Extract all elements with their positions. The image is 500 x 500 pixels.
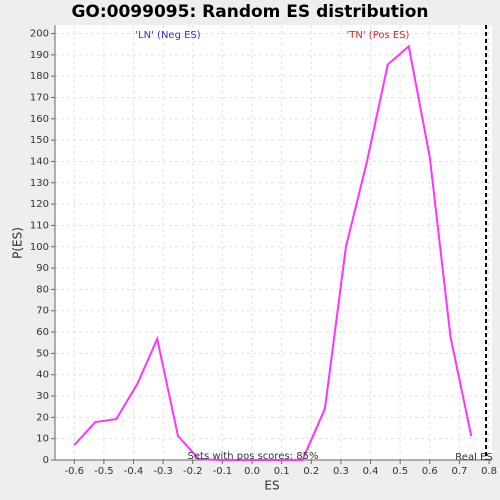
annotation: 'TN' (Pos ES) bbox=[347, 30, 410, 41]
y-tick-label: 180 bbox=[30, 71, 49, 82]
y-tick-label: 30 bbox=[36, 391, 49, 402]
x-tick-label: -0.2 bbox=[183, 466, 203, 477]
x-tick-label: 0.6 bbox=[422, 466, 438, 477]
x-tick-label: -0.4 bbox=[124, 466, 144, 477]
y-tick-label: 50 bbox=[36, 348, 49, 359]
y-tick-label: 130 bbox=[30, 178, 49, 189]
y-tick-label: 40 bbox=[36, 370, 49, 381]
x-tick-label: -0.1 bbox=[213, 466, 233, 477]
x-tick-label: 0.3 bbox=[333, 466, 349, 477]
y-tick-label: 140 bbox=[30, 156, 49, 167]
x-tick-label: 0.8 bbox=[481, 466, 497, 477]
y-tick-label: 10 bbox=[36, 434, 49, 445]
x-tick-label: 0.2 bbox=[303, 466, 319, 477]
x-tick-label: -0.6 bbox=[64, 466, 84, 477]
y-tick-label: 170 bbox=[30, 93, 49, 104]
x-axis-label: ES bbox=[264, 479, 279, 493]
series-line bbox=[73, 44, 473, 461]
chart-title: GO:0099095: Random ES distribution bbox=[71, 2, 428, 22]
x-tick-label: 0.4 bbox=[363, 466, 379, 477]
x-tick-label: -0.3 bbox=[153, 466, 173, 477]
y-tick-label: 100 bbox=[30, 242, 49, 253]
y-tick-label: 200 bbox=[30, 29, 49, 40]
y-tick-label: 60 bbox=[36, 327, 49, 338]
y-tick-label: 110 bbox=[30, 220, 49, 231]
x-tick-label: -0.5 bbox=[94, 466, 114, 477]
x-tick-label: 0.1 bbox=[274, 466, 290, 477]
y-tick-label: 160 bbox=[30, 114, 49, 125]
y-tick-label: 20 bbox=[36, 412, 49, 423]
annotation: 'LN' (Neg ES) bbox=[135, 30, 200, 41]
annotation: Sets with pos scores: 85% bbox=[188, 451, 319, 462]
x-tick-label: 0.7 bbox=[451, 466, 467, 477]
y-tick-label: 0 bbox=[43, 455, 49, 466]
y-tick-label: 70 bbox=[36, 306, 49, 317]
y-tick-label: 150 bbox=[30, 135, 49, 146]
plot-area bbox=[55, 25, 492, 460]
y-tick-label: 120 bbox=[30, 199, 49, 210]
y-tick-label: 80 bbox=[36, 284, 49, 295]
annotation: Real ES bbox=[455, 452, 492, 463]
x-tick-label: 0.0 bbox=[244, 466, 260, 477]
y-axis-label: P(ES) bbox=[11, 227, 25, 259]
y-tick-label: 190 bbox=[30, 50, 49, 61]
x-tick-label: 0.5 bbox=[392, 466, 408, 477]
y-tick-label: 90 bbox=[36, 263, 49, 274]
